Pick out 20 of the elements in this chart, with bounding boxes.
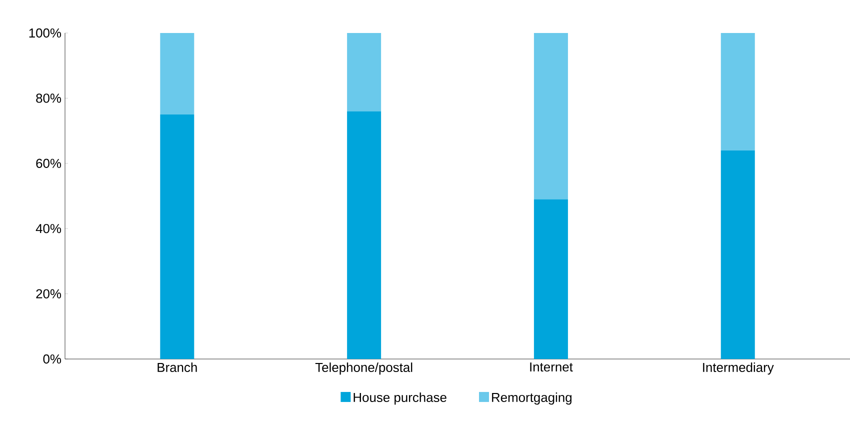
y-tick-label: 0% (43, 354, 62, 364)
bar (160, 114, 194, 359)
legend-label: House purchase (354, 392, 446, 405)
y-tick-label: 60% (36, 158, 62, 168)
bar (347, 32, 382, 112)
bar (534, 32, 568, 200)
bar (720, 32, 755, 150)
legend-label: Remortgaging (492, 392, 572, 405)
y-tick-label: 40% (36, 224, 62, 234)
bar (160, 32, 194, 114)
y-tick-label: 100% (29, 28, 62, 38)
bar (347, 111, 382, 359)
bar (534, 199, 568, 359)
x-tick-label: Internet (530, 362, 573, 372)
x-tick-label: Intermediary (703, 362, 774, 375)
y-tick-label: 80% (36, 94, 62, 103)
y-tick-label: 20% (36, 289, 62, 298)
x-tick-label: Branch (158, 362, 197, 372)
bar (720, 150, 755, 359)
x-tick-label: Telephone/postal (315, 362, 412, 375)
